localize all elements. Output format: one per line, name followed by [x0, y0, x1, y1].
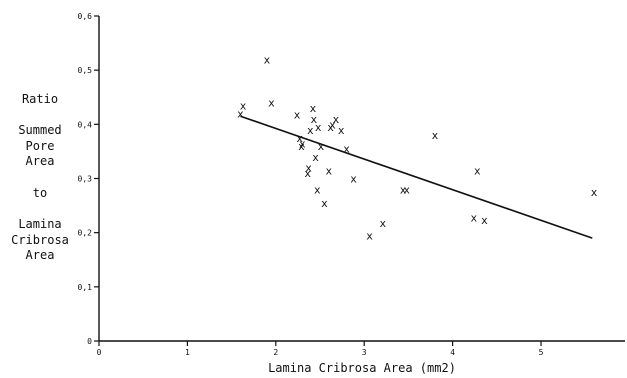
data-point: x — [296, 132, 303, 145]
trend-line — [240, 115, 593, 239]
data-point: x — [343, 143, 350, 156]
x-tick-label: 5 — [539, 348, 544, 357]
y-axis-label-line: Area — [26, 248, 55, 262]
y-tick-label: 0,6 — [78, 12, 93, 21]
y-axis-label-line: Summed — [18, 123, 61, 137]
data-point: x — [333, 113, 340, 126]
y-tick-label: 0 — [87, 337, 92, 346]
x-axis-ticks: 0 1 2 3 4 5 — [97, 341, 544, 357]
data-point: x — [312, 151, 319, 164]
data-point: x — [237, 108, 244, 121]
data-point: x — [379, 217, 386, 230]
data-point: x — [366, 229, 373, 242]
data-point: x — [350, 173, 357, 186]
x-axis-label: Lamina Cribrosa Area (mm2) — [268, 361, 456, 375]
data-point: x — [338, 124, 345, 137]
y-axis-label-line: Lamina — [18, 217, 61, 231]
data-point: x — [481, 214, 488, 227]
data-point: x — [326, 164, 333, 177]
data-point: x — [240, 99, 247, 112]
data-point: x — [432, 129, 439, 142]
data-point: x — [329, 118, 336, 131]
y-tick-label: 0,1 — [78, 283, 93, 292]
data-point: x — [314, 183, 321, 196]
data-point: x — [315, 121, 322, 134]
data-point: x — [327, 121, 334, 134]
y-axis-label-line: Pore — [26, 139, 55, 153]
data-point: x — [310, 102, 317, 115]
data-point: x — [305, 162, 312, 175]
data-point: x — [318, 140, 325, 153]
y-axis-label-line: Area — [26, 154, 55, 168]
y-tick-label: 0,5 — [78, 66, 93, 75]
x-tick-label: 0 — [97, 348, 102, 357]
y-axis-label-line: to — [33, 186, 47, 200]
x-tick-label: 4 — [450, 348, 455, 357]
data-point: x — [321, 197, 328, 210]
data-point: x — [474, 164, 481, 177]
data-point: x — [471, 212, 478, 225]
y-tick-label: 0,4 — [78, 120, 93, 129]
y-axis-label-line: Ratio — [22, 92, 58, 106]
data-point: x — [400, 183, 407, 196]
x-tick-label: 3 — [362, 348, 367, 357]
data-point: x — [294, 109, 301, 122]
data-point: x — [591, 186, 598, 199]
y-tick-label: 0,2 — [78, 229, 93, 238]
data-point: x — [268, 97, 275, 110]
data-point: x — [311, 113, 318, 126]
data-point: x — [304, 167, 311, 180]
data-point: x — [403, 183, 410, 196]
data-point: x — [264, 53, 271, 66]
x-tick-label: 1 — [185, 348, 190, 357]
data-point: x — [307, 124, 314, 137]
x-tick-label: 2 — [273, 348, 278, 357]
y-axis-label-line: Cribrosa — [11, 233, 69, 247]
data-point: x — [299, 137, 306, 150]
y-tick-label: 0,3 — [78, 175, 93, 184]
y-axis-ticks: 0 0,1 0,2 0,3 0,4 0,5 0,6 — [78, 12, 99, 346]
axes — [98, 16, 625, 342]
data-point: x — [298, 140, 305, 153]
